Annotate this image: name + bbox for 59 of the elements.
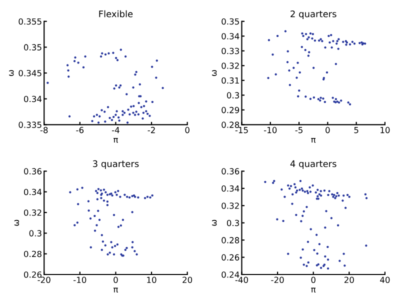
- y-axis-title: ω: [212, 70, 217, 76]
- x-tick-label: -2: [148, 126, 155, 134]
- x-tick-label: 10: [380, 126, 390, 134]
- x-axis-title: π: [311, 138, 316, 143]
- x-axis-title: π: [114, 138, 118, 143]
- y-tick-label: 0.28: [222, 122, 240, 128]
- x-tick-label: -6: [76, 126, 84, 134]
- y-tick-label: 0.26: [222, 254, 240, 261]
- chart-title: 2 quarters: [290, 10, 336, 20]
- y-tick-label: 0.35: [24, 44, 42, 50]
- x-axis-title: π: [311, 288, 316, 293]
- y-axis-title: ω: [14, 220, 20, 226]
- y-tick-label: 0.355: [18, 18, 42, 25]
- x-tick-label: -15: [235, 127, 248, 134]
- y-tick-label: 0.31: [222, 77, 239, 84]
- chart-title: 3 quarters: [92, 160, 139, 169]
- chart-title: Flexible: [99, 10, 133, 18]
- x-tick-label: 0: [114, 276, 118, 284]
- x-tick-label: -40: [235, 276, 248, 284]
- x-tick-label: 0: [326, 126, 330, 134]
- x-tick-label: 5: [354, 127, 358, 134]
- x-tick-label: -10: [74, 276, 86, 284]
- y-axis-title: ω: [212, 220, 217, 226]
- x-tick-label: 10: [147, 276, 156, 284]
- y-tick-label: 0.35: [222, 18, 239, 25]
- x-tick-label: 0: [311, 276, 316, 284]
- x-tick-label: 0: [185, 126, 190, 134]
- y-tick-label: 0.29: [222, 106, 240, 114]
- y-tick-label: 0.32: [222, 202, 239, 209]
- x-tick-label: 20: [344, 276, 354, 284]
- x-tick-label: -20: [271, 276, 284, 284]
- y-tick-label: 0.34: [24, 96, 42, 102]
- y-tick-label: 0.33: [222, 48, 239, 54]
- y-tick-label: 0.335: [18, 122, 42, 128]
- y-tick-label: 0.345: [18, 70, 42, 76]
- x-axis-title: π: [114, 288, 118, 293]
- chart-title: 4 quarters: [290, 160, 336, 169]
- y-tick-label: 0.32: [24, 209, 42, 216]
- x-tick-label: -20: [38, 276, 50, 284]
- y-tick-label: 0.28: [222, 237, 240, 244]
- x-tick-label: -8: [40, 126, 48, 134]
- y-tick-label: 0.24: [222, 271, 240, 278]
- y-tick-label: 0.26: [24, 271, 42, 278]
- y-tick-label: 0.36: [24, 168, 42, 174]
- y-tick-label: 0.36: [222, 168, 240, 174]
- y-tick-label: 0.34: [222, 33, 240, 40]
- y-tick-label: 0.28: [24, 250, 42, 258]
- x-tick-label: -10: [264, 126, 277, 134]
- y-tick-label: 0.3: [226, 220, 239, 226]
- y-tick-label: 0.3: [226, 92, 239, 98]
- x-tick-label: 20: [182, 276, 192, 284]
- y-axis-title: ω: [9, 70, 14, 76]
- x-tick-label: -5: [295, 127, 302, 134]
- y-tick-label: 0.32: [222, 62, 239, 69]
- x-tick-label: 40: [380, 276, 390, 284]
- x-tick-label: -4: [112, 127, 120, 134]
- y-tick-label: 0.34: [222, 185, 240, 192]
- y-tick-label: 0.34: [24, 188, 42, 196]
- y-tick-label: 0.3: [29, 230, 42, 236]
